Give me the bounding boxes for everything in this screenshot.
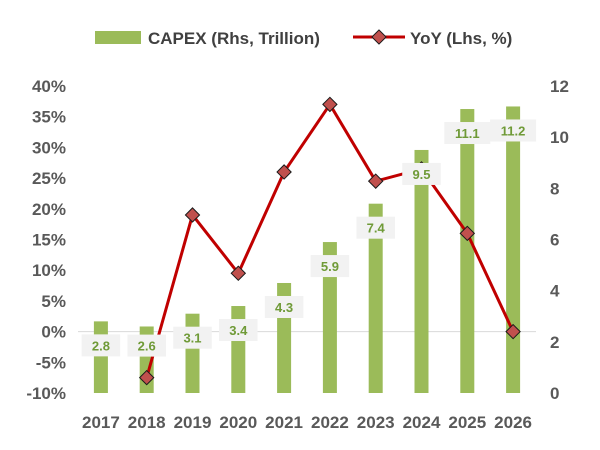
data-label-box-2023 [356,216,395,239]
yoy-marker-2020 [230,265,247,282]
category-label-2023: 2023 [357,413,395,432]
left-tick-label: 20% [32,200,66,219]
left-tick-label: 15% [32,231,66,250]
category-label-2021: 2021 [265,413,303,432]
legend-label-yoy: YoY (Lhs, %) [410,29,512,48]
data-labels: 2.8 2.6 3.1 3.4 4.3 5.9 7.4 9.5 11.1 11.2 [81,119,537,357]
left-tick-label: 0% [41,323,66,342]
data-label-2019: 3.1 [183,331,201,346]
left-tick-label: 35% [32,108,66,127]
data-label-2022: 5.9 [321,259,339,274]
category-label-2024: 2024 [403,413,441,432]
yoy-marker-2025 [459,225,476,242]
left-tick-label: 40% [32,77,66,96]
left-tick-label: 10% [32,261,66,280]
category-label-2020: 2020 [219,413,257,432]
x-axis: 2017 2018 2019 2020 2021 2022 2023 2024 2025 2026 [82,413,532,432]
legend-swatch-capex [95,31,141,44]
data-label-box-2017 [81,334,121,357]
yoy-marker-2018 [138,369,155,386]
bar-2022 [322,242,337,393]
right-axis: 0 2 4 6 8 10 12 [550,77,569,403]
left-tick-label: 30% [32,138,66,157]
left-axis: -10% -5% 0% 5% 10% 15% 20% 25% 30% 35% 40% [26,77,66,403]
bar-2019 [185,313,200,393]
data-label-2018: 2.6 [138,339,156,354]
bar-2024 [414,149,429,393]
data-label-box-2019 [173,326,212,349]
yoy-marker-2022 [322,96,338,113]
left-tick-label: -5% [36,353,66,372]
right-tick-label: 10 [550,128,569,147]
right-tick-label: 4 [550,282,560,301]
data-label-2025: 11.1 [455,126,480,141]
data-label-box-2022 [310,255,350,278]
bar-2017 [93,321,108,393]
data-label-2021: 4.3 [275,300,293,315]
category-label-2022: 2022 [311,413,349,432]
data-label-box-2025 [444,122,491,145]
left-tick-label: 5% [41,292,66,311]
data-label-box-2021 [264,295,304,318]
category-label-2026: 2026 [494,413,532,432]
legend-marker-yoy [371,29,387,45]
data-label-box-2018 [127,334,166,357]
left-tick-label: -10% [26,384,66,403]
right-tick-label: 0 [550,384,559,403]
category-label-2017: 2017 [82,413,120,432]
category-label-2025: 2025 [448,413,486,432]
data-label-box-2020 [219,319,258,342]
left-tick-label: 25% [32,169,66,188]
right-tick-label: 2 [550,333,559,352]
yoy-marker-2019 [184,207,201,223]
bar-2025 [460,109,475,394]
category-label-2019: 2019 [174,413,212,432]
data-label-2023: 7.4 [367,221,386,236]
legend-label-capex: CAPEX (Rhs, Trillion) [148,29,320,48]
yoy-marker-2021 [276,164,292,180]
data-label-box-2026 [490,119,537,142]
right-tick-label: 12 [550,77,569,96]
legend: CAPEX (Rhs, Trillion) YoY (Lhs, %) [95,29,512,48]
data-label-2020: 3.4 [229,323,248,338]
bar-2023 [368,203,383,393]
data-label-2026: 11.2 [501,123,526,138]
data-label-2017: 2.8 [92,338,110,353]
category-label-2018: 2018 [128,413,166,432]
yoy-marker-2023 [367,173,384,189]
right-tick-label: 8 [550,179,559,198]
right-tick-label: 6 [550,231,559,250]
data-label-2024: 9.5 [412,167,430,182]
bar-2026 [506,106,521,393]
yoy-marker-2026 [505,323,521,340]
data-label-box-2024 [402,162,441,185]
